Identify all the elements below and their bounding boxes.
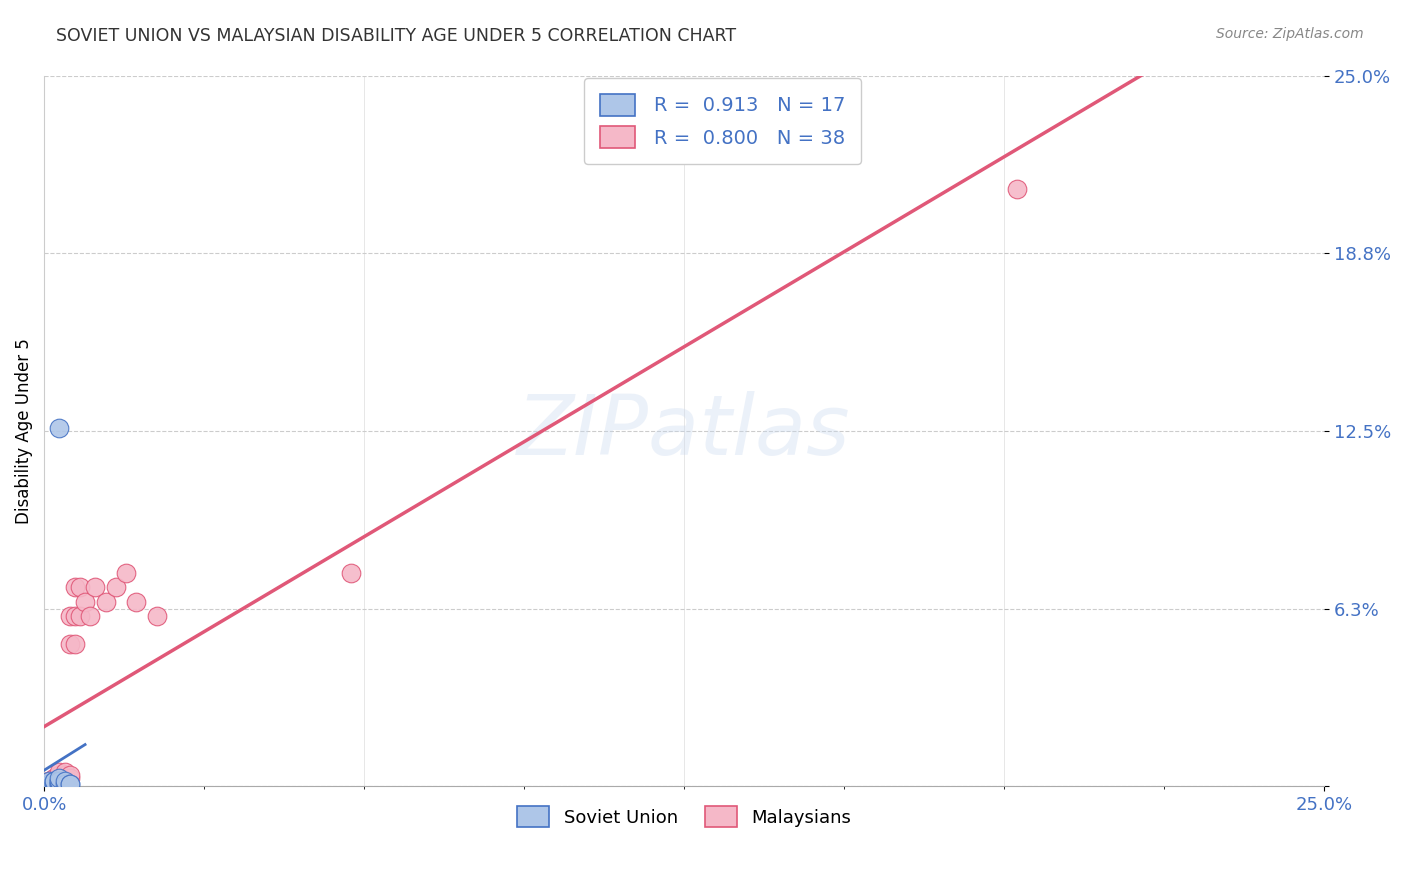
Point xyxy=(59,637,82,651)
Point xyxy=(38,773,60,788)
Point xyxy=(38,777,60,791)
Point xyxy=(75,594,97,608)
Point xyxy=(48,771,70,785)
Point xyxy=(104,581,127,595)
Point xyxy=(1005,182,1028,196)
Point xyxy=(69,581,91,595)
Point xyxy=(48,773,70,788)
Point xyxy=(44,771,66,785)
Point xyxy=(340,566,363,581)
Point xyxy=(84,581,107,595)
Point xyxy=(59,608,82,623)
Point xyxy=(53,768,76,782)
Point xyxy=(69,608,91,623)
Point xyxy=(48,777,70,791)
Point xyxy=(53,765,76,780)
Point xyxy=(94,594,117,608)
Point xyxy=(63,637,86,651)
Point xyxy=(44,777,66,791)
Point xyxy=(53,777,76,791)
Point xyxy=(44,773,66,788)
Point xyxy=(38,773,60,788)
Point xyxy=(145,608,167,623)
Legend: Soviet Union, Malaysians: Soviet Union, Malaysians xyxy=(509,799,859,834)
Point xyxy=(44,777,66,791)
Point xyxy=(53,773,76,788)
Text: Source: ZipAtlas.com: Source: ZipAtlas.com xyxy=(1216,27,1364,41)
Text: SOVIET UNION VS MALAYSIAN DISABILITY AGE UNDER 5 CORRELATION CHART: SOVIET UNION VS MALAYSIAN DISABILITY AGE… xyxy=(56,27,737,45)
Point xyxy=(79,608,101,623)
Point xyxy=(53,771,76,785)
Point xyxy=(63,581,86,595)
Point xyxy=(63,608,86,623)
Point xyxy=(48,773,70,788)
Y-axis label: Disability Age Under 5: Disability Age Under 5 xyxy=(15,338,32,524)
Point xyxy=(44,773,66,788)
Point xyxy=(59,777,82,791)
Point xyxy=(48,773,70,788)
Point xyxy=(48,771,70,785)
Point xyxy=(44,777,66,791)
Point xyxy=(44,777,66,791)
Point xyxy=(38,777,60,791)
Point xyxy=(38,773,60,788)
Point xyxy=(44,773,66,788)
Point xyxy=(115,566,138,581)
Point xyxy=(59,768,82,782)
Point xyxy=(59,777,82,791)
Point xyxy=(125,594,148,608)
Point xyxy=(38,777,60,791)
Point xyxy=(48,765,70,780)
Point xyxy=(59,771,82,785)
Point xyxy=(48,768,70,782)
Point xyxy=(48,777,70,791)
Text: ZIPatlas: ZIPatlas xyxy=(517,391,851,472)
Point xyxy=(48,771,70,785)
Point xyxy=(48,421,70,435)
Point xyxy=(44,773,66,788)
Point xyxy=(38,777,60,791)
Point xyxy=(53,773,76,788)
Point xyxy=(48,773,70,788)
